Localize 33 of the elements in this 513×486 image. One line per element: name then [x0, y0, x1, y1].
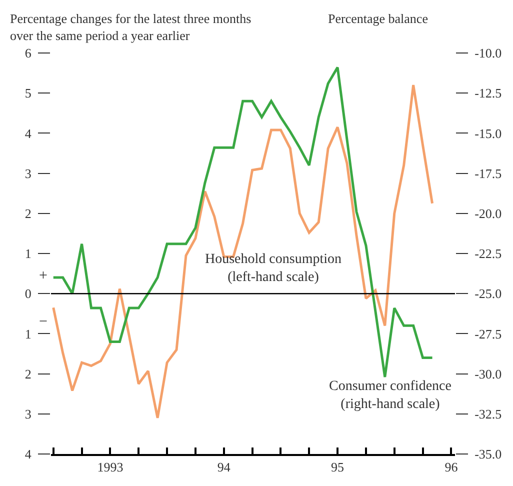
y-tick-label: 5 — [24, 86, 32, 101]
y2-tick-label: -10.0 — [474, 46, 502, 61]
y2-tick-label: -12.5 — [474, 86, 502, 101]
y2-tick-label: -35.0 — [474, 446, 502, 462]
y2-tick-label: -20.0 — [474, 206, 502, 221]
text: + — [39, 268, 48, 284]
x-tick-label: 94 — [217, 459, 231, 474]
text: − — [39, 314, 48, 330]
y2-tick-label: -27.5 — [474, 326, 502, 342]
y2-tick-label: -17.5 — [474, 166, 502, 181]
y2-tick-label: -22.5 — [474, 246, 502, 262]
y-tick-label: 1 — [24, 246, 32, 262]
y2-tick-label: -32.5 — [474, 406, 502, 422]
x-tick-label: 1993 — [97, 459, 124, 474]
y-tick-label: 2 — [24, 366, 32, 382]
y-tick-label: 3 — [24, 406, 32, 422]
y2-tick-label: -15.0 — [474, 126, 502, 141]
annotation: Household consumption (left-hand scale) — [205, 252, 342, 286]
annotation: Consumer confidence (right-hand scale) — [329, 379, 452, 412]
y-axis-title: Percentage changes for the latest three months over the same period a year earlier — [10, 11, 252, 43]
y-tick-label: 2 — [24, 206, 32, 221]
y-tick-label: 6 — [24, 46, 32, 61]
x-tick-label: 96 — [444, 459, 458, 474]
y-tick-label: 1 — [24, 326, 32, 342]
line-series — [52, 66, 434, 378]
y-tick-label: 4 — [24, 446, 32, 462]
y-tick-label: 3 — [24, 166, 32, 181]
y2-tick-label: -25.0 — [474, 286, 502, 302]
y-tick-label: 0 — [24, 286, 32, 302]
x-tick-label: 95 — [331, 459, 344, 474]
y-tick-label: 4 — [24, 126, 32, 141]
y2-axis-title: Percentage balance — [328, 11, 428, 26]
y2-tick-label: -30.0 — [474, 366, 502, 382]
